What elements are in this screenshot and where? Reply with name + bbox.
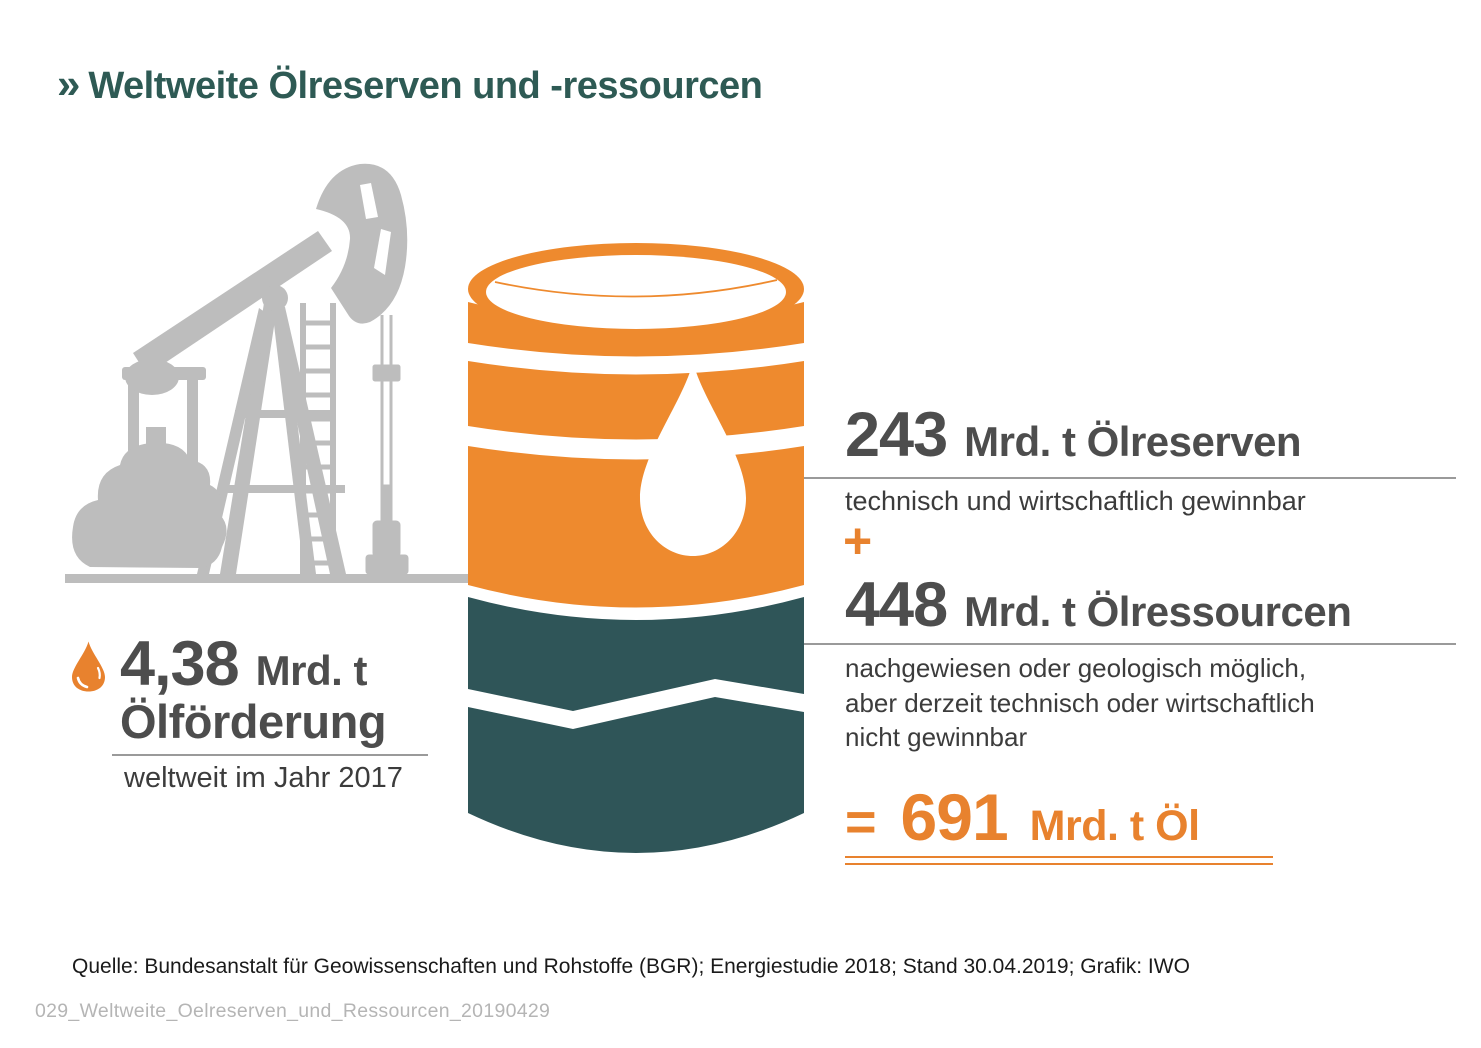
pumpjack-horsehead xyxy=(316,163,408,324)
pumpjack-beam xyxy=(133,231,332,375)
reserves-unit: Mrd. t Ölreserven xyxy=(964,418,1302,465)
total-underline-bottom xyxy=(845,863,1273,865)
reserves-caption: technisch und wirtschaftlich gewinnbar xyxy=(845,486,1306,516)
production-caption: weltweit im Jahr 2017 xyxy=(124,762,403,794)
pumpjack-cables xyxy=(365,315,409,575)
resources-caption: nachgewiesen oder geologisch möglich, ab… xyxy=(845,651,1315,755)
resources-caption-line-3: nicht gewinnbar xyxy=(845,722,1028,752)
total-stat: = 691 Mrd. t Öl xyxy=(845,780,1200,854)
barrel-resources-section xyxy=(468,597,804,853)
horsehead-slots xyxy=(360,183,391,275)
production-unit: Mrd. t xyxy=(255,647,368,694)
production-value: 4,38 xyxy=(120,629,240,699)
equals-operator: = xyxy=(845,792,877,852)
total-underline-top xyxy=(845,856,1273,858)
pumpjack-engine xyxy=(72,442,227,568)
production-label: Ölförderung xyxy=(120,695,387,748)
file-reference: 029_Weltweite_Oelreserven_und_Ressourcen… xyxy=(35,1000,551,1022)
reserves-value: 243 xyxy=(845,400,948,470)
production-underline xyxy=(112,754,428,756)
resources-underline xyxy=(800,643,1456,645)
reserves-stat: 243 Mrd. t Ölreserven xyxy=(845,400,1302,470)
resources-caption-line-2: aber derzeit technisch oder wirtschaftli… xyxy=(845,687,1315,718)
oil-barrel-illustration xyxy=(468,243,804,853)
pumpjack-silhouette xyxy=(72,163,409,575)
barrel-oil-drop-icon xyxy=(640,362,746,556)
title-text: Weltweite Ölreserven und -ressourcen xyxy=(88,65,763,107)
pumpjack-illustration xyxy=(72,163,409,575)
pumpjack-ladder xyxy=(300,303,336,574)
double-chevron-icon: » xyxy=(57,60,80,107)
page-title: » Weltweite Ölreserven und -ressourcen xyxy=(57,60,763,108)
reserves-underline xyxy=(800,477,1456,479)
barrel-reserves-section xyxy=(468,243,804,608)
resources-value: 448 xyxy=(845,570,948,640)
oil-drop-icon xyxy=(72,641,105,692)
plus-operator: + xyxy=(843,513,873,569)
total-unit: Mrd. t Öl xyxy=(1029,802,1200,850)
production-stat: 4,38 Mrd. t xyxy=(120,629,368,699)
ground-line xyxy=(65,574,469,583)
total-value: 691 xyxy=(900,780,1009,854)
source-line: Quelle: Bundesanstalt für Geowissenschaf… xyxy=(72,955,1190,978)
resources-caption-line-1: nachgewiesen oder geologisch möglich, xyxy=(845,653,1307,683)
resources-stat: 448 Mrd. t Ölressourcen xyxy=(845,570,1352,640)
resources-unit: Mrd. t Ölressourcen xyxy=(964,588,1352,635)
